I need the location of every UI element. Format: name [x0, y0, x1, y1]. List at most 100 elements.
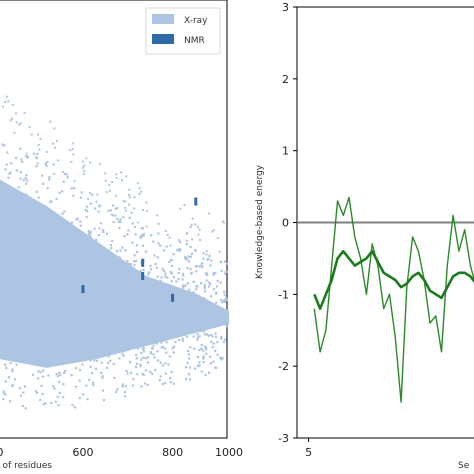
xray-point — [86, 302, 89, 305]
xray-outlier — [224, 271, 227, 274]
xray-point — [63, 294, 66, 297]
xray-point — [109, 314, 112, 317]
xray-point — [207, 334, 210, 337]
xray-point — [135, 273, 138, 277]
xray-point — [176, 319, 179, 322]
xray-point — [18, 321, 21, 324]
nmr-point — [141, 258, 145, 267]
xray-point — [135, 353, 138, 356]
xray-outlier — [18, 123, 21, 126]
xray-point — [166, 331, 169, 334]
xray-point — [221, 307, 224, 310]
xray-point — [171, 347, 174, 350]
xray-point — [42, 283, 45, 286]
xray-point — [166, 302, 169, 305]
xray-point — [114, 341, 117, 345]
xray-point — [23, 269, 26, 272]
xray-point — [154, 279, 158, 282]
xray-point — [168, 260, 171, 264]
xray-point — [184, 284, 187, 287]
xray-point — [154, 290, 157, 293]
xray-outlier — [81, 160, 84, 163]
xray-point — [64, 220, 67, 224]
xray-point — [79, 196, 83, 199]
xray-outlier — [169, 244, 172, 247]
xray-point — [55, 197, 58, 201]
xray-point — [94, 246, 97, 250]
xray-point — [190, 295, 193, 298]
xray-point — [119, 350, 122, 353]
xray-point — [21, 160, 24, 163]
xray-point — [37, 206, 41, 209]
xray-point — [25, 174, 28, 177]
xray-point — [213, 366, 217, 369]
xray-point — [141, 344, 144, 347]
xray-point — [84, 330, 87, 333]
xray-point — [135, 342, 138, 345]
xray-point — [12, 214, 15, 217]
xray-point — [201, 326, 205, 329]
xray-point — [139, 276, 142, 280]
xray-point — [209, 264, 212, 267]
xray-point — [113, 376, 116, 379]
xray-point — [17, 295, 20, 298]
xray-outlier — [128, 193, 131, 196]
xray-point — [18, 271, 21, 275]
xray-point — [93, 227, 96, 230]
xray-point — [112, 220, 115, 224]
xray-point — [55, 261, 58, 264]
xray-point — [225, 325, 228, 328]
xray-outlier — [179, 207, 182, 210]
xray-point — [177, 248, 180, 251]
xray-outlier — [128, 203, 131, 206]
xray-point — [26, 310, 29, 313]
xray-point — [116, 207, 119, 210]
xray-point — [5, 324, 8, 327]
xray-point — [213, 308, 216, 312]
xray-point — [173, 287, 176, 290]
xray-point — [115, 288, 118, 292]
xray-point — [113, 273, 116, 276]
xray-point — [159, 361, 162, 364]
xray-point — [143, 302, 146, 305]
xray-point — [221, 301, 224, 304]
xray-point — [151, 372, 154, 375]
xray-point — [208, 282, 212, 286]
xray-point — [95, 238, 98, 242]
xray-point — [168, 311, 171, 315]
xray-point — [116, 291, 119, 294]
xray-point — [149, 370, 152, 374]
xray-point — [224, 300, 227, 304]
right-x-ticks: 5 — [305, 438, 312, 459]
xray-point — [75, 334, 78, 337]
xray-outlier — [55, 139, 58, 142]
xray-point — [40, 384, 43, 388]
xray-point — [118, 256, 121, 259]
xray-point — [171, 292, 174, 295]
xray-point — [157, 301, 160, 304]
xray-point — [69, 247, 73, 250]
xray-point — [48, 343, 51, 346]
xray-point — [148, 293, 151, 296]
xray-outlier — [185, 232, 188, 235]
xray-point — [145, 323, 148, 326]
xray-outlier — [37, 143, 40, 146]
xray-point — [4, 393, 7, 396]
left-x-tick-label: 0 — [0, 446, 4, 459]
xray-point — [82, 263, 85, 266]
xray-point — [208, 281, 211, 284]
xray-point — [13, 235, 16, 238]
legend-label-xray: X-ray — [184, 16, 208, 26]
xray-point — [141, 227, 145, 230]
xray-point — [86, 205, 89, 208]
xray-point — [113, 314, 116, 317]
xray-outlier — [38, 148, 41, 151]
xray-outlier — [199, 239, 202, 242]
xray-outlier — [105, 191, 108, 194]
xray-point — [51, 299, 54, 302]
xray-point — [82, 275, 85, 278]
xray-point — [168, 355, 172, 358]
xray-point — [63, 172, 67, 175]
xray-point — [208, 355, 212, 358]
xray-point — [35, 295, 38, 298]
